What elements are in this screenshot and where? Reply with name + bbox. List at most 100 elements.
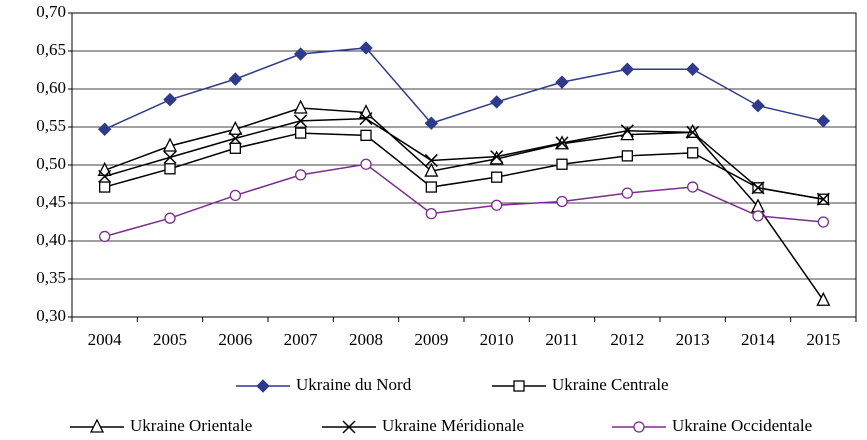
marker bbox=[293, 99, 308, 114]
marker-shape bbox=[99, 230, 111, 243]
x-tick-label: 2008 bbox=[349, 330, 383, 349]
y-tick-label: 0,70 bbox=[36, 2, 66, 21]
marker bbox=[162, 137, 178, 152]
marker bbox=[424, 116, 439, 130]
marker bbox=[360, 158, 372, 170]
marker-shape bbox=[293, 99, 308, 114]
marker bbox=[621, 187, 633, 199]
marker-shape bbox=[228, 120, 243, 135]
legend-label: Ukraine Occidentale bbox=[672, 416, 812, 435]
marker bbox=[360, 129, 372, 142]
marker-shape bbox=[360, 129, 372, 142]
marker-shape bbox=[425, 181, 437, 193]
marker bbox=[228, 120, 243, 135]
marker-shape bbox=[229, 142, 241, 154]
marker-shape bbox=[633, 421, 645, 433]
marker bbox=[164, 212, 176, 224]
x-tick-label: 2009 bbox=[414, 330, 448, 349]
marker-shape bbox=[256, 379, 270, 393]
y-tick-label: 0,40 bbox=[36, 230, 66, 249]
marker bbox=[424, 153, 438, 167]
x-tick-label: 2015 bbox=[806, 330, 840, 349]
marker-shape bbox=[295, 127, 307, 139]
marker-shape bbox=[295, 169, 307, 181]
marker bbox=[555, 75, 569, 89]
marker-shape bbox=[687, 181, 699, 193]
marker bbox=[425, 207, 437, 220]
marker bbox=[816, 192, 830, 206]
marker-shape bbox=[358, 104, 374, 119]
marker-shape bbox=[424, 153, 438, 167]
marker-shape bbox=[425, 207, 437, 220]
marker bbox=[751, 181, 765, 195]
marker-shape bbox=[491, 199, 503, 211]
marker-shape bbox=[490, 150, 504, 164]
marker-shape bbox=[751, 181, 765, 195]
y-tick-label: 0,45 bbox=[36, 192, 66, 211]
marker bbox=[490, 150, 504, 164]
marker-shape bbox=[359, 41, 373, 55]
marker-shape bbox=[359, 112, 373, 126]
marker bbox=[228, 72, 243, 86]
marker-shape bbox=[816, 114, 831, 128]
marker bbox=[621, 150, 633, 162]
marker-shape bbox=[97, 161, 112, 176]
marker bbox=[97, 122, 112, 136]
marker bbox=[685, 62, 700, 76]
marker-shape bbox=[816, 291, 831, 306]
marker bbox=[687, 181, 699, 193]
x-tick-label: 2005 bbox=[153, 330, 187, 349]
marker-shape bbox=[228, 72, 243, 86]
series-line bbox=[104, 107, 824, 301]
marker-shape bbox=[98, 169, 112, 183]
marker-shape bbox=[89, 418, 105, 433]
marker bbox=[229, 189, 241, 202]
marker-shape bbox=[164, 212, 176, 224]
marker bbox=[489, 150, 504, 165]
marker bbox=[99, 181, 111, 193]
marker-shape bbox=[294, 114, 308, 128]
marker-shape bbox=[513, 380, 525, 392]
marker bbox=[359, 41, 373, 55]
y-tick-label: 0,65 bbox=[36, 40, 66, 59]
series-line bbox=[104, 47, 824, 130]
marker bbox=[686, 125, 700, 139]
marker bbox=[489, 95, 504, 109]
x-tick-label: 2014 bbox=[741, 330, 776, 349]
marker bbox=[358, 104, 374, 119]
marker bbox=[295, 169, 307, 181]
marker-shape bbox=[424, 162, 439, 177]
marker-shape bbox=[360, 158, 372, 170]
marker-shape bbox=[620, 126, 635, 141]
marker bbox=[293, 47, 308, 61]
marker-shape bbox=[97, 122, 112, 136]
x-tick-label: 2010 bbox=[480, 330, 514, 349]
marker bbox=[620, 124, 634, 138]
marker bbox=[98, 169, 112, 183]
marker-shape bbox=[489, 95, 504, 109]
marker-shape bbox=[556, 195, 568, 208]
x-tick-label: 2006 bbox=[218, 330, 252, 349]
marker-shape bbox=[228, 131, 242, 145]
marker-shape bbox=[162, 137, 178, 152]
marker bbox=[491, 199, 503, 211]
x-tick-label: 2011 bbox=[545, 330, 578, 349]
marker-shape bbox=[342, 420, 356, 434]
marker-shape bbox=[621, 187, 633, 199]
marker bbox=[424, 162, 439, 177]
marker bbox=[163, 150, 177, 164]
y-tick-label: 0,50 bbox=[36, 154, 66, 173]
x-tick-label: 2013 bbox=[676, 330, 710, 349]
marker bbox=[816, 291, 831, 306]
marker bbox=[620, 62, 635, 76]
marker-shape bbox=[817, 216, 829, 228]
marker-shape bbox=[555, 75, 569, 89]
marker-shape bbox=[751, 99, 765, 113]
y-tick-label: 0,30 bbox=[36, 306, 66, 325]
marker bbox=[555, 136, 569, 150]
marker-shape bbox=[816, 192, 830, 206]
marker bbox=[556, 195, 568, 208]
marker-shape bbox=[164, 163, 176, 175]
x-tick-label: 2004 bbox=[88, 330, 123, 349]
